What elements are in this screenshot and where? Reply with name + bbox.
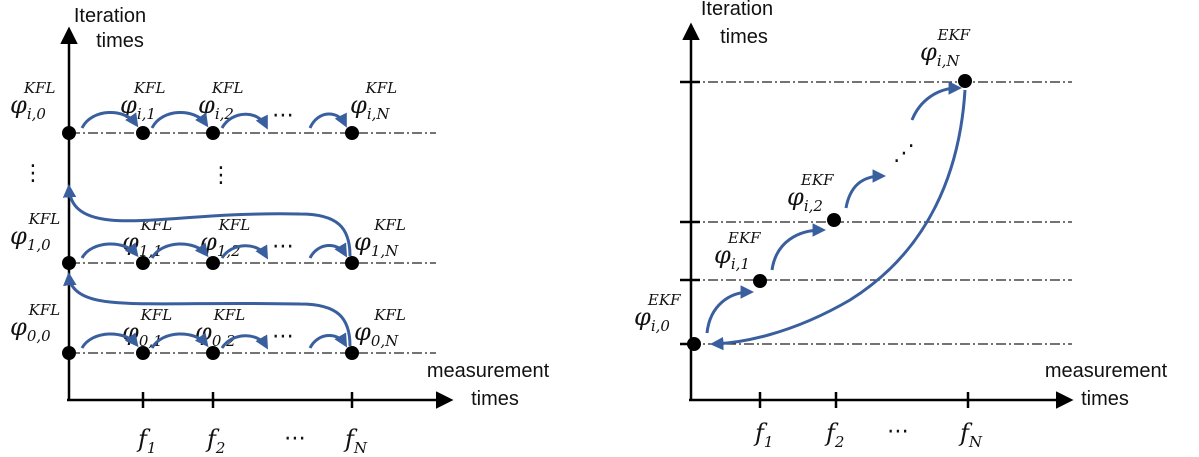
left-arc-1-2-x — [220, 244, 269, 260]
left-node-label-iN: φi,NKFL — [350, 79, 397, 123]
right-tick-label-fN: fN — [958, 419, 983, 451]
left-node-label-11: φ1,1KFL — [122, 216, 172, 260]
left-row-i-ellipsis: ⋯ — [272, 103, 294, 128]
right-node-i1 — [753, 274, 767, 288]
left-arc-0-x-N — [308, 332, 348, 349]
right-node-label-i0: φi,0EKF — [634, 291, 681, 335]
left-node-label-1N: φ1,NKFL — [354, 216, 406, 260]
left-x-axis-label-line1: measurement — [427, 360, 550, 382]
right-y-axis-label-line1: Iteration — [701, 0, 773, 20]
right-return-arc — [709, 89, 967, 351]
left-node-label-i2: φi,2KFL — [198, 79, 244, 123]
left-arc-0-1-2 — [150, 332, 209, 349]
left-arc-0-2-x — [220, 334, 269, 350]
left-arc-1-0-1 — [80, 242, 139, 259]
left-node-label-10: φ1,0KFL — [10, 210, 60, 254]
left-arc-1-x-N — [308, 242, 348, 259]
right-arc-2-x — [844, 169, 887, 209]
left-node-label-i0: φi,0KFL — [10, 79, 56, 123]
right-panel-ekf: Iteration times measurement times f1 f2 … — [634, 0, 1168, 451]
right-node-iN — [958, 74, 972, 88]
left-node-00 — [62, 346, 76, 360]
left-vertical-ellipsis-axis: ⋮ — [22, 161, 44, 186]
left-node-iN — [345, 126, 359, 140]
left-node-label-01: φ0,1KFL — [122, 306, 172, 350]
left-vertical-ellipsis-col2: ⋮ — [210, 163, 232, 188]
left-return-arc-row1 — [62, 183, 352, 257]
right-y-axis-label-line2: times — [720, 26, 768, 48]
right-node-i2 — [827, 213, 841, 227]
right-tick-label-f2: f2 — [824, 419, 844, 451]
right-tick-label-f1: f1 — [753, 419, 773, 451]
left-node-label-00: φ0,0KFL — [10, 301, 60, 345]
left-panel-kfl: Iteration times measurement times f1 f2 … — [10, 5, 550, 457]
left-tick-ellipsis: ⋯ — [284, 426, 306, 451]
right-node-label-i2: φi,2EKF — [787, 171, 834, 215]
left-y-axis-label-line1: Iteration — [74, 5, 146, 27]
left-node-10 — [62, 256, 76, 270]
left-node-02 — [206, 346, 220, 360]
left-x-axis-label-line2: times — [471, 388, 519, 410]
left-arc-i-2-x — [220, 112, 268, 130]
left-node-i1 — [136, 126, 150, 140]
left-row-1-ellipsis: ⋯ — [272, 234, 294, 259]
right-arc-1-2 — [770, 223, 827, 271]
left-tick-label-f2: f2 — [205, 425, 225, 457]
left-arc-i-x-N — [308, 112, 347, 129]
right-node-label-i1: φi,1EKF — [714, 229, 761, 273]
right-arc-0-1 — [705, 285, 755, 334]
left-node-i0 — [62, 126, 76, 140]
left-tick-label-f1: f1 — [136, 425, 156, 457]
right-x-axis-label-line1: measurement — [1045, 360, 1168, 382]
left-y-axis-label-line2: times — [96, 30, 144, 52]
left-node-01 — [136, 346, 150, 360]
left-return-arc-row0 — [63, 271, 352, 347]
right-tick-ellipsis: ⋯ — [887, 419, 909, 444]
right-arc-x-N — [910, 81, 963, 121]
left-arc-i-1-2 — [150, 111, 209, 129]
left-node-11 — [136, 256, 150, 270]
left-tick-label-fN: fN — [343, 425, 368, 457]
left-node-label-0N: φ0,NKFL — [354, 306, 406, 350]
right-node-label-iN: φi,NEKF — [920, 26, 971, 70]
left-row-0-ellipsis: ⋯ — [272, 324, 294, 349]
right-diagonal-ellipsis: ⋰ — [893, 141, 915, 166]
right-node-i0 — [687, 337, 701, 351]
left-node-label-02: φ0,2KFL — [195, 306, 245, 350]
left-node-label-i1: φi,1KFL — [120, 79, 166, 123]
left-node-0N — [345, 346, 359, 360]
left-node-1N — [345, 256, 359, 270]
right-x-axis-label-line2: times — [1081, 388, 1129, 410]
left-arc-i-0-1 — [80, 111, 139, 129]
left-node-12 — [206, 256, 220, 270]
left-arc-1-1-2 — [150, 242, 209, 259]
left-arc-0-0-1 — [80, 332, 139, 349]
left-node-i2 — [206, 126, 220, 140]
